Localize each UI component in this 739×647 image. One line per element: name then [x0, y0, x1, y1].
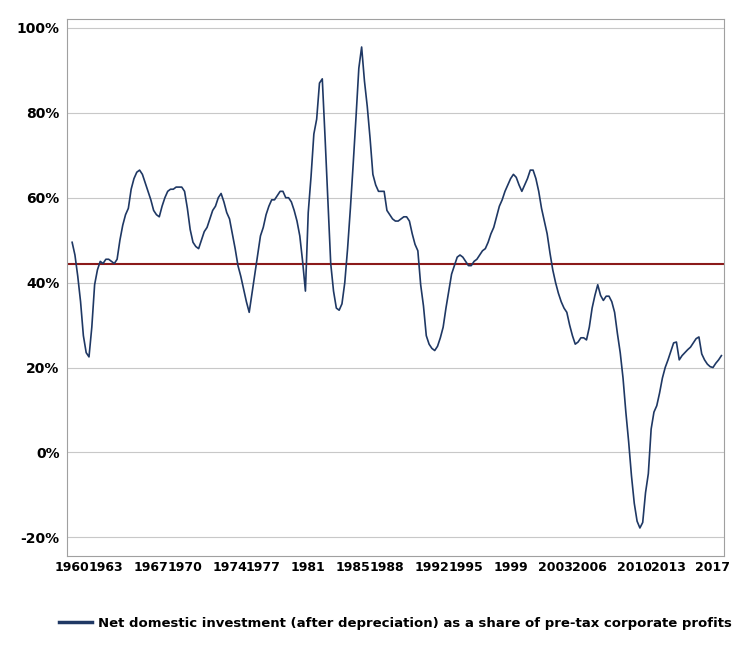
- Legend: Net domestic investment (after depreciation) as a share of pre-tax corporate pro: Net domestic investment (after depreciat…: [54, 611, 737, 635]
